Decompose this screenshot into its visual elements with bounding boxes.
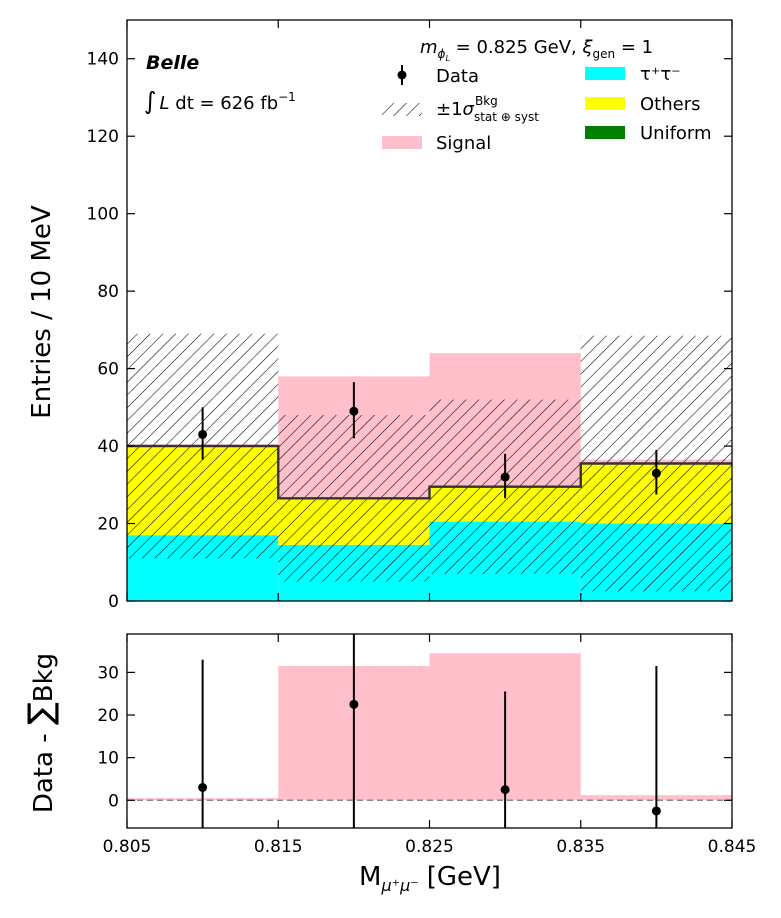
legend-uniform: Uniform xyxy=(585,123,712,144)
residual-point-2 xyxy=(500,785,510,795)
x-tick-label-1: 0.815 xyxy=(254,837,303,857)
experiment-label: Belle xyxy=(146,52,199,74)
legend-tautau-label: τ⁺τ⁻ xyxy=(640,64,681,85)
top-y-tick-label-120: 120 xyxy=(87,127,119,147)
luminosity-label: ∫ L dt = 626 fb−1 xyxy=(144,87,296,115)
bottom-y-tick-label-30: 30 xyxy=(97,663,119,683)
bottom-panel: 0 10 20 30 0.805 0.815 0.825 0.835 0.845 Data -… xyxy=(21,633,757,895)
legend-uncertainty-swatch xyxy=(382,103,422,116)
legend-tautau-swatch xyxy=(585,67,625,80)
residual-point-0 xyxy=(198,782,208,792)
top-plot-area xyxy=(127,333,732,601)
mass-label: mϕL = 0.825 GeV, ξgen = 1 xyxy=(420,37,653,63)
residual-point-3 xyxy=(651,806,661,816)
top-y-tick-label-0: 0 xyxy=(108,592,119,612)
top-x-ticks xyxy=(126,20,733,601)
top-y-tick-label-140: 140 xyxy=(87,50,119,70)
legend-others: Others xyxy=(585,94,701,115)
data-point-1 xyxy=(349,406,359,416)
total-background-line xyxy=(127,444,732,500)
legend-signal-label: Signal xyxy=(436,133,491,154)
bottom-plot-area xyxy=(127,634,732,828)
legend-data: Data xyxy=(397,65,479,87)
top-y-tick-label-40: 40 xyxy=(97,437,119,457)
legend-others-swatch xyxy=(585,97,625,110)
x-tick-label-2: 0.825 xyxy=(405,837,454,857)
legend-signal: Signal xyxy=(382,133,491,154)
bottom-y-axis-label: Data - ∑Bkg xyxy=(21,653,61,813)
top-y-tick-label-20: 20 xyxy=(97,515,119,535)
x-axis-label: Mμ⁺μ⁻ [GeV] xyxy=(359,862,501,895)
data-point-2 xyxy=(500,472,510,482)
bottom-y-tick-label-10: 10 xyxy=(97,749,119,769)
legend-uncertainty-label: ±1σstat ⊕ systBkg xyxy=(436,94,539,124)
data-point-3 xyxy=(651,468,661,478)
legend-data-label: Data xyxy=(436,66,479,87)
legend-uncertainty: ±1σstat ⊕ systBkg xyxy=(382,94,539,124)
legend-tautau: τ⁺τ⁻ xyxy=(585,64,681,85)
legend-uniform-label: Uniform xyxy=(640,123,712,144)
data-point-0 xyxy=(198,429,208,439)
bottom-y-tick-label-0: 0 xyxy=(108,791,119,811)
top-y-tick-label-80: 80 xyxy=(97,282,119,302)
top-y-tick-label-100: 100 xyxy=(87,205,119,225)
bottom-y-axis: 0 10 20 30 xyxy=(97,663,732,811)
x-tick-label-3: 0.835 xyxy=(556,837,605,857)
legend-data-marker xyxy=(397,70,407,80)
top-y-tick-label-60: 60 xyxy=(97,360,119,380)
top-y-axis: 0 20 40 60 80 100 120 140 xyxy=(87,50,732,612)
top-panel: 0 20 40 60 80 100 120 140 Entries / 10 MeV Bell… xyxy=(27,19,733,612)
residual-point-1 xyxy=(349,699,359,709)
x-axis: 0.805 0.815 0.825 0.835 0.845 xyxy=(103,634,757,857)
legend-uniform-swatch xyxy=(585,126,625,139)
legend-signal-swatch xyxy=(382,136,422,149)
bottom-y-tick-label-20: 20 xyxy=(97,706,119,726)
x-tick-label-0: 0.805 xyxy=(103,837,152,857)
legend-others-label: Others xyxy=(640,94,701,115)
x-tick-label-4: 0.845 xyxy=(708,837,757,857)
legend: Data ±1σstat ⊕ systBkg Signal τ⁺τ⁻ Other… xyxy=(382,64,712,154)
top-y-axis-label: Entries / 10 MeV xyxy=(27,205,57,419)
